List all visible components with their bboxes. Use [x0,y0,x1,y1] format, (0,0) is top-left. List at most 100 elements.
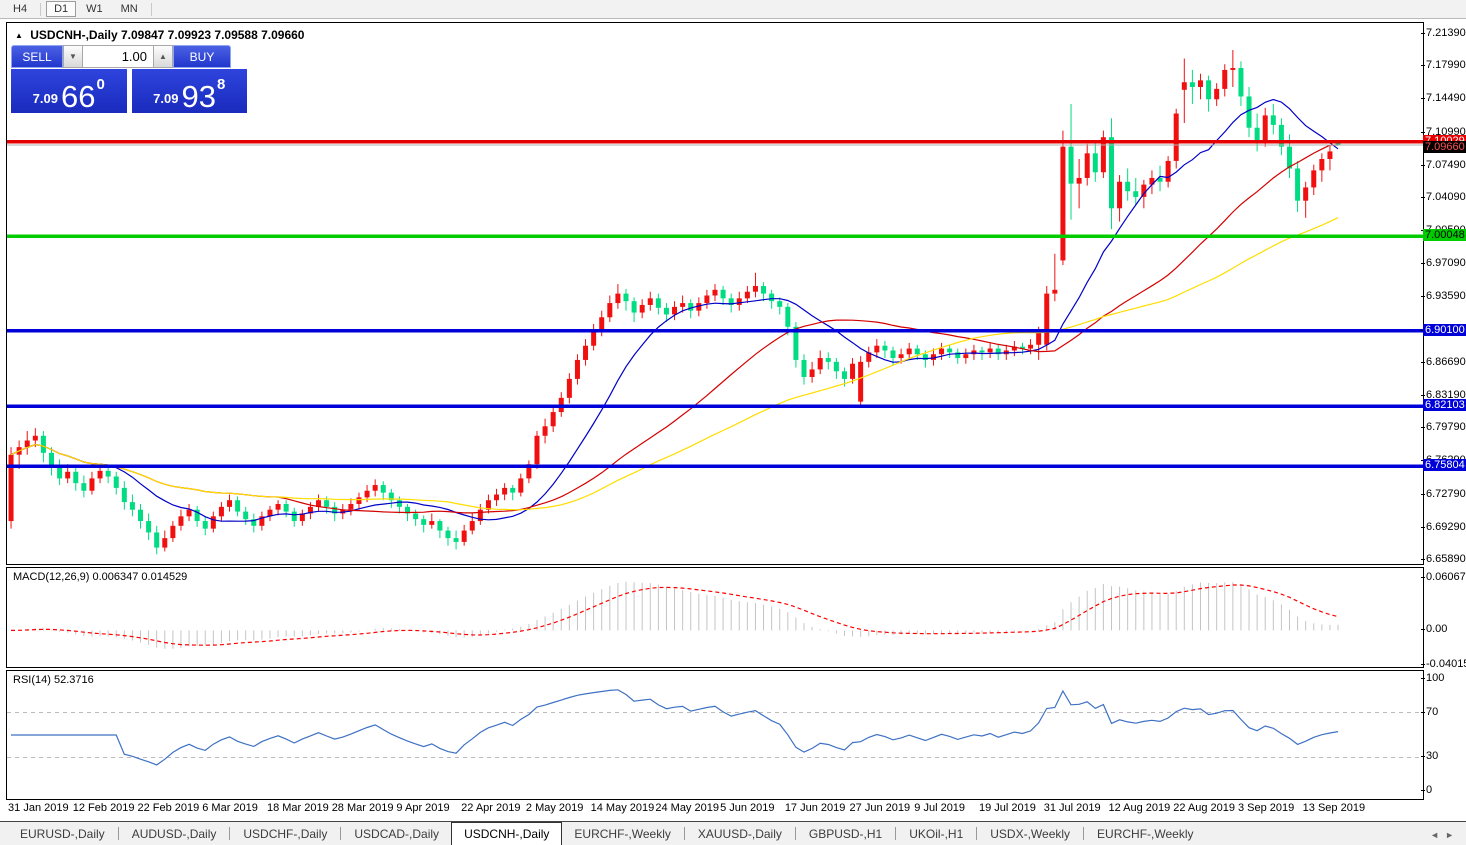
volume-input[interactable] [83,45,153,68]
buy-price-pip: 8 [216,76,226,93]
sell-price-big-digits: 66 [60,78,96,114]
date-tick-label: 3 Sep 2019 [1237,802,1295,814]
macd-label: MACD(12,26,9) 0.006347 0.014529 [13,571,188,583]
price-tick-label: 7.17990 [1421,59,1466,72]
buy-button[interactable]: BUY [173,45,231,68]
tab-separator [683,827,685,840]
date-tick-label: 14 May 2019 [590,802,655,814]
price-tick-label: 7.07490 [1421,158,1466,171]
chart-title-ohlc: 7.09847 7.09923 7.09588 7.09660 [120,28,305,42]
date-tick-label: 17 Jun 2019 [784,802,846,814]
collapse-panel-arrow-icon[interactable]: ▲ [15,31,23,40]
toolbar-separator [150,2,152,16]
price-tick-label: 6.86690 [1421,355,1466,368]
date-tick-label: 2 May 2019 [525,802,584,814]
date-tick-label: 18 Mar 2019 [266,802,329,814]
timeframe-button-w1[interactable]: W1 [78,1,111,17]
chart-tab-usdx-weekly[interactable]: USDX-,Weekly [990,827,1071,841]
tab-separator [976,827,978,840]
date-tick-label: 9 Jul 2019 [914,802,966,814]
buy-price-display[interactable]: 7.09 93 8 [131,69,247,114]
price-tick-label: 7.21390 [1421,26,1466,39]
date-tick-label: 22 Apr 2019 [461,802,521,814]
chart-tab-usdchf-daily[interactable]: USDCHF-,Daily [243,827,328,841]
chevron-up-icon: ▲ [159,52,167,61]
date-tick-label: 31 Jul 2019 [1043,802,1101,814]
chart-title-symbol: USDCNH-,Daily [30,28,118,42]
chart-tab-audusd-daily[interactable]: AUDUSD-,Daily [131,827,217,841]
date-tick-label: 31 Jan 2019 [8,802,69,814]
one-click-trading-panel: SELL ▼ ▲ BUY 7.09 66 0 7.09 93 8 [11,45,247,113]
buy-price-big-digits: 93 [181,78,216,114]
timeframe-toolbar: H4 D1 W1 MN [0,0,1466,19]
rsi-tick-label: 0 [1420,784,1433,797]
level-price-label: 6.90100 [1423,323,1466,336]
macd-tick-label: -0.040152 [1421,658,1466,670]
timeframe-button-mn[interactable]: MN [113,1,146,17]
price-tick-label: 7.14490 [1421,92,1466,105]
timeframe-button-h4[interactable]: H4 [5,1,35,17]
price-tick-label: 6.72790 [1421,487,1466,500]
volume-increase-button[interactable]: ▲ [153,45,173,68]
level-price-label: 7.00048 [1423,229,1466,242]
chart-tab-xauusd-daily[interactable]: XAUUSD-,Daily [697,827,782,841]
tab-separator [340,827,342,840]
price-tick-label: 6.83190 [1421,389,1466,402]
tab-separator [895,827,897,840]
tabs-scroll-left-icon[interactable]: ◄ [1430,830,1446,840]
date-tick-label: 12 Aug 2019 [1108,802,1171,814]
price-tick-label: 7.10990 [1421,125,1466,138]
price-tick-label: 6.65890 [1421,553,1466,566]
macd-pane[interactable]: MACD(12,26,9) 0.006347 0.014529 [6,567,1424,668]
macd-chart [10,581,1339,649]
chart-tab-eurchf-weekly[interactable]: EURCHF-,Weekly [574,827,671,841]
level-price-label: 6.75804 [1423,459,1466,472]
chart-tab-eurusd-daily[interactable]: EURUSD-,Daily [20,827,105,841]
price-axis[interactable]: 7.21390 7.17990 7.14490 7.10990 7.07490 7.040… [1420,0,1466,820]
rsi-tick-label: 70 [1420,705,1439,718]
rsi-tick-label: 100 [1420,671,1445,684]
volume-decrease-button[interactable]: ▼ [63,45,83,68]
date-tick-label: 12 Feb 2019 [72,802,135,814]
chart-tab-eurchf-weekly[interactable]: EURCHF-,Weekly [1097,827,1194,841]
price-tick-label: 6.93590 [1421,290,1466,303]
chart-tabs-bar: EURUSD-,Daily AUDUSD-,Daily USDCHF-,Daily U… [0,821,1466,845]
tabs-scroll-right-icon[interactable]: ► [1445,830,1460,840]
chart-tab-usdcnh-daily[interactable]: USDCNH-,Daily [451,822,563,845]
tab-separator [1083,827,1085,840]
price-tick-label: 7.04090 [1421,190,1466,203]
price-tick-label: 6.97090 [1421,257,1466,270]
sell-price-prefix: 7.09 [32,91,58,106]
chart-tab-ukoil-h1[interactable]: UKOil-,H1 [909,827,964,841]
sell-button[interactable]: SELL [11,45,63,68]
buy-price-prefix: 7.09 [153,91,179,106]
macd-tick-label: 0.00 [1420,623,1448,636]
candlestick-chart [7,50,1423,555]
price-pane[interactable]: ▲ USDCNH-,Daily 7.09847 7.09923 7.09588 … [6,22,1424,565]
level-price-label: 6.82103 [1423,399,1466,412]
sell-price-display[interactable]: 7.09 66 0 [11,69,127,113]
date-tick-label: 24 May 2019 [655,802,719,814]
date-tick-label: 22 Feb 2019 [137,802,200,814]
date-tick-label: 19 Jul 2019 [979,802,1036,814]
tab-separator [229,827,231,840]
rsi-label: RSI(14) 52.3716 [13,674,94,686]
date-tick-label: 28 Mar 2019 [331,802,394,814]
date-tick-label: 6 Mar 2019 [202,802,258,814]
tab-separator [794,827,796,840]
chevron-down-icon: ▼ [69,52,77,61]
date-tick-label: 13 Sep 2019 [1302,802,1366,814]
current-price-label: 7.09660 [1423,141,1466,154]
timeframe-button-d1[interactable]: D1 [46,1,77,17]
rsi-pane[interactable]: RSI(14) 52.3716 [6,670,1424,800]
toolbar-separator [40,2,42,16]
chart-tab-usdcad-daily[interactable]: USDCAD-,Daily [354,827,440,841]
tab-separator [117,827,119,840]
chart-title: ▲ USDCNH-,Daily 7.09847 7.09923 7.09588 … [15,28,304,42]
time-axis[interactable]: 31 Jan 2019 12 Feb 2019 22 Feb 2019 6 Mar 2… [0,800,1466,821]
date-tick-label: 9 Apr 2019 [396,802,450,814]
chart-tab-gbpusd-h1[interactable]: GBPUSD-,H1 [808,827,883,841]
price-tick-label: 6.69290 [1421,520,1466,533]
macd-tick-label: 0.060674 [1421,571,1466,583]
